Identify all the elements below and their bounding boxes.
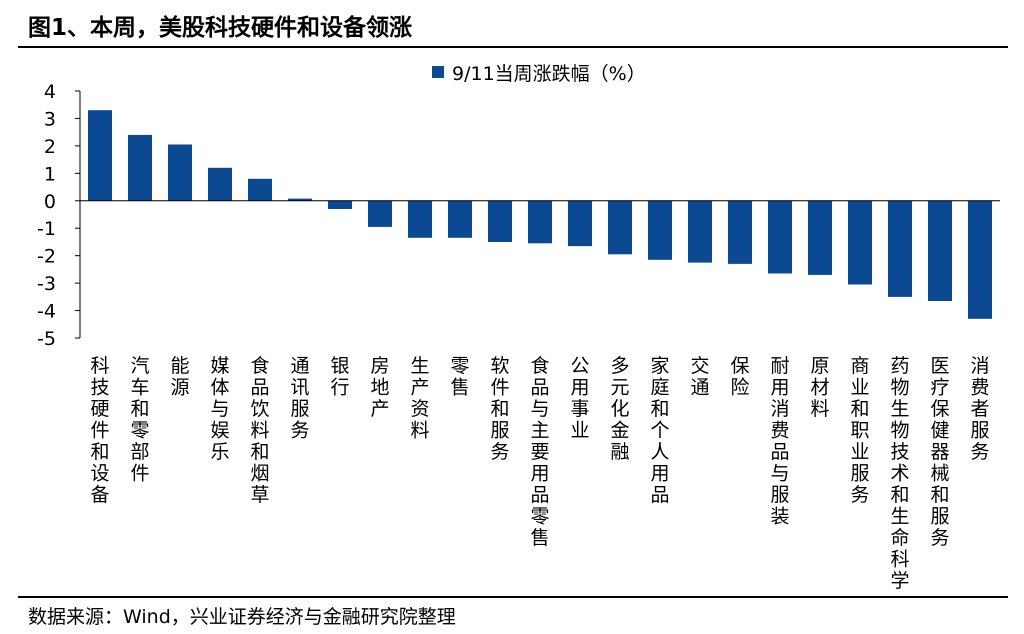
y-tick-label: 1: [44, 163, 56, 185]
category-label: 科技硬件和设备: [90, 355, 109, 506]
category-label: 生产资料: [410, 355, 429, 442]
y-tick-label: 3: [44, 108, 56, 130]
bar: [968, 200, 992, 319]
bar-chart: 9/11当周涨跌幅（%） 4 3 2 1 0 -1 -2 -3 -4 -5 科技硬件和设备 汽车和零…: [37, 63, 1000, 592]
bar: [728, 200, 752, 264]
legend: 9/11当周涨跌幅（%）: [432, 63, 646, 85]
category-label: 媒体与娱乐: [210, 355, 229, 463]
y-tick-label: -3: [37, 273, 56, 295]
bar: [888, 200, 912, 297]
y-tick-label: 0: [44, 191, 56, 213]
bar: [568, 200, 592, 247]
bar: [688, 200, 712, 263]
legend-label: 9/11当周涨跌幅（%）: [452, 63, 646, 85]
bar: [248, 178, 272, 201]
bar: [608, 200, 632, 255]
source-note: 数据来源：Wind，兴业证券经济与金融研究院整理: [28, 606, 456, 628]
bar: [488, 200, 512, 242]
category-label: 多元化金融: [610, 355, 629, 463]
category-label: 保险: [730, 355, 749, 399]
y-tick-label: 4: [44, 81, 56, 103]
bar: [528, 200, 552, 244]
bar: [648, 200, 672, 260]
category-label: 医疗保健器械和服务: [930, 355, 949, 549]
y-axis: 4 3 2 1 0 -1 -2 -3 -4 -5: [37, 81, 81, 350]
bar: [368, 200, 392, 227]
y-tick-label: -1: [37, 218, 56, 240]
y-tick-label: -5: [37, 328, 56, 350]
y-tick-label: 2: [44, 136, 56, 158]
bar: [168, 144, 192, 201]
category-label: 能源: [170, 355, 189, 399]
category-label: 通讯服务: [290, 355, 309, 442]
category-label: 汽车和零部件: [130, 355, 149, 485]
title-rule: [18, 46, 1008, 48]
figure-title: 图1、本周，美股科技硬件和设备领涨: [28, 15, 413, 41]
category-label: 零售: [450, 355, 469, 399]
category-label: 交通: [690, 355, 709, 399]
category-label: 药物生物技术和生命科学: [890, 355, 909, 592]
bar: [448, 200, 472, 238]
category-label: 家庭和个人用品: [650, 355, 669, 506]
category-label: 原材料: [810, 355, 829, 420]
source-rule: [18, 596, 1008, 598]
bars: [80, 110, 1000, 319]
bar: [328, 200, 352, 209]
category-labels: 科技硬件和设备 汽车和零部件 能源 媒体与娱乐 食品饮料和烟草 通讯服务 银行 房地产 生产资料…: [90, 355, 989, 592]
category-label: 消费者服务: [970, 355, 989, 463]
bar: [928, 200, 952, 301]
category-label: 房地产: [370, 355, 389, 420]
category-label: 耐用消费品与服装: [770, 355, 789, 528]
y-tick-label: -4: [37, 301, 56, 323]
category-label: 商业和职业服务: [850, 355, 869, 506]
category-label: 公用事业: [570, 355, 589, 442]
bar: [208, 167, 232, 201]
bar: [768, 200, 792, 274]
bar: [808, 200, 832, 275]
bar: [88, 110, 112, 201]
category-label: 软件和服务: [490, 355, 509, 463]
y-tick-label: -2: [37, 246, 56, 268]
legend-swatch: [432, 66, 444, 78]
bar: [128, 134, 152, 201]
category-label: 食品饮料和烟草: [250, 355, 269, 506]
category-label: 食品与主要用品零售: [530, 355, 549, 549]
category-label: 银行: [330, 355, 349, 399]
bar: [848, 200, 872, 285]
bar: [408, 200, 432, 238]
bar: [288, 198, 312, 201]
